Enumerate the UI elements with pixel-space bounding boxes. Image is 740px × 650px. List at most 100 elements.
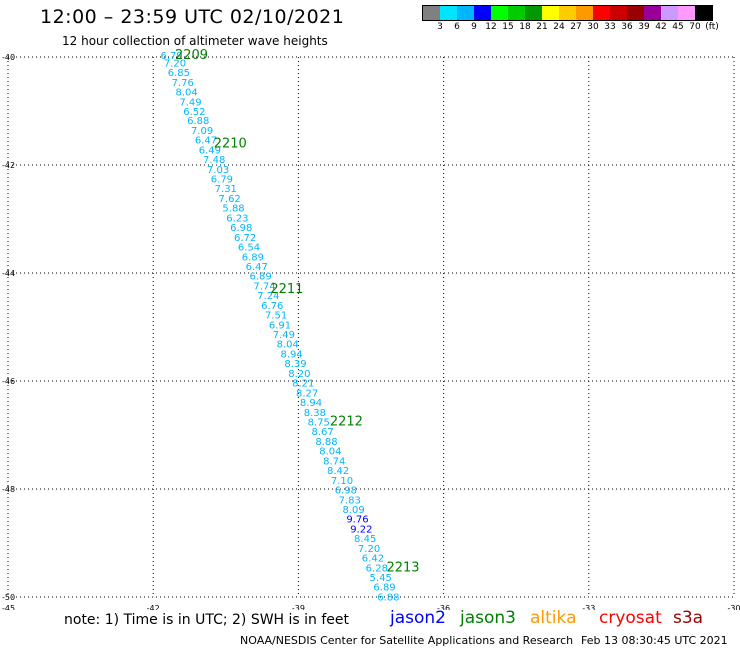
scale-swatch bbox=[593, 6, 610, 20]
satellite-jason3: jason3 bbox=[460, 608, 516, 628]
time-label: 2212 bbox=[330, 415, 363, 430]
scale-swatch bbox=[457, 6, 474, 20]
scale-swatch bbox=[678, 6, 695, 20]
wave-height-value: 6.28 bbox=[366, 563, 388, 574]
wave-height-value: 5.45 bbox=[370, 573, 392, 584]
satellite-s3a: s3a bbox=[673, 608, 704, 628]
wave-height-value: 6.54 bbox=[238, 243, 260, 254]
wave-height-value: 6.42 bbox=[362, 554, 384, 565]
scale-label: 3 bbox=[437, 22, 443, 32]
wave-height-value: 8.20 bbox=[288, 369, 310, 380]
scale-label: 30 bbox=[587, 22, 599, 32]
latitude-tick-label: -44 bbox=[2, 269, 15, 278]
wave-height-value: 6.79 bbox=[211, 175, 233, 186]
wave-height-value: 7.03 bbox=[207, 165, 229, 176]
time-label: 2210 bbox=[214, 136, 247, 151]
wave-height-value: 8.75 bbox=[308, 418, 330, 429]
time-label: 2211 bbox=[270, 282, 303, 297]
wave-height-value: 7.31 bbox=[215, 184, 237, 195]
wave-height-value: 7.20 bbox=[164, 58, 186, 69]
scale-swatch bbox=[525, 6, 542, 20]
wave-height-value: 7.49 bbox=[179, 97, 201, 108]
wave-height-value: 8.74 bbox=[323, 456, 345, 467]
satellite-jason2: jason2 bbox=[390, 608, 446, 628]
scale-label: 9 bbox=[471, 22, 477, 32]
wave-height-value: 6.79 bbox=[160, 51, 182, 62]
scale-label: 36 bbox=[621, 22, 633, 32]
wave-height-value: 8.09 bbox=[342, 505, 364, 516]
scale-swatch bbox=[644, 6, 661, 20]
wave-height-value: 6.52 bbox=[183, 107, 205, 118]
wave-height-value: 8.27 bbox=[296, 388, 318, 399]
scale-label: 39 bbox=[638, 22, 650, 32]
latitude-tick-label: -46 bbox=[2, 377, 15, 386]
wave-height-value: 6.91 bbox=[269, 320, 291, 331]
scale-swatch bbox=[542, 6, 559, 20]
scale-swatch bbox=[576, 6, 593, 20]
wave-height-value: 8.88 bbox=[315, 437, 337, 448]
latitude-tick-label: -42 bbox=[2, 161, 15, 170]
wave-height-value: 6.23 bbox=[226, 213, 248, 224]
wave-height-value: 6.47 bbox=[195, 136, 217, 147]
wave-height-value: 7.51 bbox=[265, 311, 287, 322]
wave-height-value: 6.89 bbox=[373, 583, 395, 594]
wave-height-value: 7.74 bbox=[253, 281, 275, 292]
wave-height-value: 8.04 bbox=[175, 88, 197, 99]
generation-date: Feb 13 08:30:45 UTC 2021 bbox=[581, 634, 728, 647]
scale-label: 33 bbox=[604, 22, 616, 32]
scale-swatch bbox=[695, 6, 712, 20]
wave-height-value: 8.45 bbox=[354, 534, 376, 545]
longitude-tick-label: -45 bbox=[2, 604, 15, 610]
scale-swatch bbox=[661, 6, 678, 20]
wave-height-color-scale bbox=[422, 5, 713, 21]
wave-height-value: 8.42 bbox=[327, 466, 349, 477]
longitude-tick-label: -30 bbox=[727, 604, 740, 610]
wave-height-value: 8.38 bbox=[304, 408, 326, 419]
latitude-tick-label: -48 bbox=[2, 485, 15, 494]
scale-swatch bbox=[423, 6, 440, 20]
wave-height-value: 7.10 bbox=[331, 476, 353, 487]
wave-height-value: 7.09 bbox=[191, 126, 213, 137]
wave-height-value: 5.88 bbox=[222, 204, 244, 215]
wave-height-value: 8.39 bbox=[284, 359, 306, 370]
satellite-altika: altika bbox=[530, 608, 577, 628]
time-label: 2209 bbox=[175, 48, 208, 63]
altimeter-map: -40 -42 -44 -46 -48 -50 -45 -42 -39 -36 -33 -30 6.79… bbox=[2, 48, 740, 610]
wave-height-value: 7.83 bbox=[339, 495, 361, 506]
wave-height-value: 8.94 bbox=[280, 349, 302, 360]
wave-height-value: 9.76 bbox=[346, 515, 368, 526]
wave-height-value: 8.67 bbox=[311, 427, 333, 438]
scale-swatch bbox=[559, 6, 576, 20]
longitude-tick-label: -42 bbox=[147, 604, 160, 610]
scale-label: 21 bbox=[536, 22, 548, 32]
wave-height-value: 8.04 bbox=[277, 340, 299, 351]
wave-height-value: 6.72 bbox=[234, 233, 256, 244]
longitude-tick-label: -39 bbox=[292, 604, 305, 610]
wave-height-value: 6.98 bbox=[230, 223, 252, 234]
scale-swatch bbox=[610, 6, 627, 20]
wave-height-value: 8.21 bbox=[292, 379, 314, 390]
scale-swatch bbox=[440, 6, 457, 20]
scale-swatch bbox=[508, 6, 525, 20]
latitude-tick-label: -50 bbox=[2, 593, 15, 602]
wave-height-value: 7.49 bbox=[273, 330, 295, 341]
wave-height-value: 6.76 bbox=[261, 301, 283, 312]
scale-label: 18 bbox=[519, 22, 531, 32]
latitude-tick-label: -40 bbox=[2, 53, 15, 62]
credit-text: NOAA/NESDIS Center for Satellite Applica… bbox=[240, 634, 574, 647]
scale-label: 6 bbox=[454, 22, 460, 32]
wave-height-value: 6.85 bbox=[168, 68, 190, 79]
wave-height-value: 7.48 bbox=[203, 155, 225, 166]
wave-height-value: 6.98 bbox=[335, 486, 357, 497]
wave-height-value: 6.89 bbox=[242, 252, 264, 263]
wave-height-value: 7.24 bbox=[257, 291, 279, 302]
time-label: 2213 bbox=[386, 560, 419, 575]
wave-height-value: 9.22 bbox=[350, 524, 372, 535]
longitude-tick-label: -33 bbox=[582, 604, 595, 610]
page-title: 12:00 – 23:59 UTC 02/10/2021 bbox=[40, 6, 345, 28]
scale-label: 42 bbox=[655, 22, 667, 32]
longitude-tick-label: -36 bbox=[437, 604, 450, 610]
wave-height-value: 6.49 bbox=[199, 145, 221, 156]
page-subtitle: 12 hour collection of altimeter wave hei… bbox=[62, 34, 328, 48]
scale-label: (ft) bbox=[705, 22, 719, 32]
